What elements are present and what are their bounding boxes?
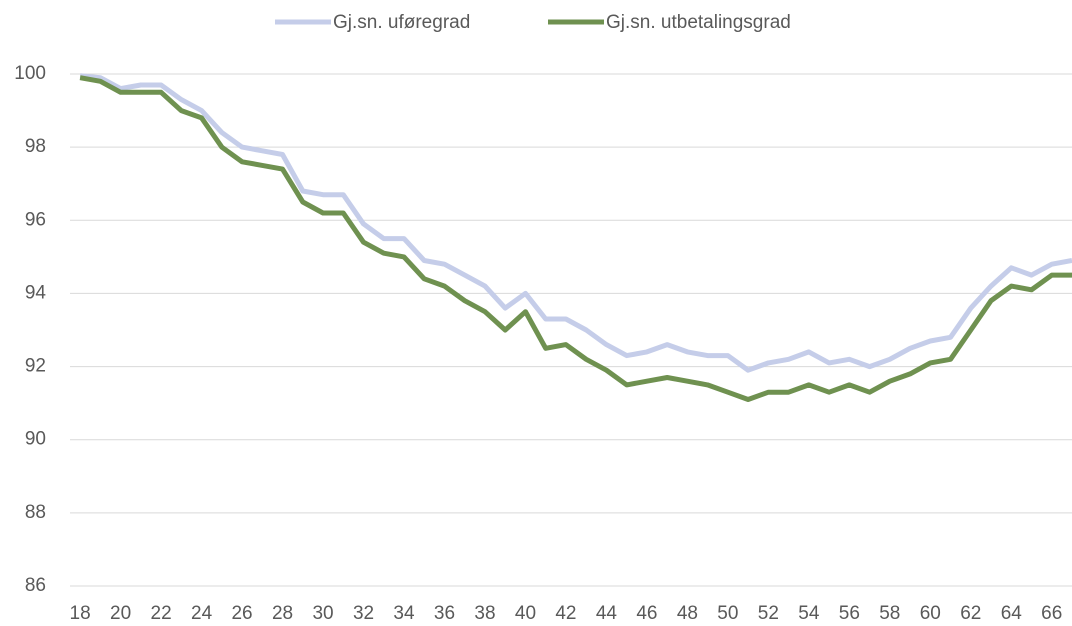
y-tick-label: 86	[25, 575, 46, 596]
x-tick-label: 62	[960, 603, 981, 624]
x-tick-label: 26	[231, 603, 252, 624]
x-tick-label: 46	[636, 603, 657, 624]
x-tick-label: 66	[1041, 603, 1062, 624]
y-tick-label: 98	[25, 136, 46, 157]
x-tick-label: 44	[596, 603, 618, 624]
x-tick-label: 36	[434, 603, 455, 624]
y-tick-label: 88	[25, 502, 46, 523]
x-tick-label: 18	[70, 603, 91, 624]
x-tick-label: 56	[839, 603, 860, 624]
y-tick-label: 92	[25, 356, 46, 377]
legend-label: Gj.sn. utbetalingsgrad	[606, 12, 791, 33]
x-tick-label: 42	[555, 603, 576, 624]
x-tick-label: 52	[758, 603, 779, 624]
legend-label: Gj.sn. uføregrad	[333, 12, 470, 33]
y-tick-label: 100	[14, 63, 46, 84]
x-tick-label: 38	[474, 603, 495, 624]
series-line	[79, 75, 1072, 402]
x-tick-label: 50	[717, 603, 738, 624]
x-tick-label: 34	[393, 603, 415, 624]
x-tick-label: 20	[110, 603, 131, 624]
x-tick-label: 48	[677, 603, 698, 624]
x-tick-label: 60	[920, 603, 941, 624]
x-tick-label: 22	[151, 603, 172, 624]
x-tick-label: 32	[353, 603, 374, 624]
x-tick-label: 54	[798, 603, 820, 624]
y-tick-label: 90	[25, 429, 46, 450]
y-tick-label: 94	[25, 282, 47, 303]
x-tick-label: 58	[879, 603, 900, 624]
x-tick-label: 40	[515, 603, 536, 624]
y-tick-label: 96	[25, 209, 46, 230]
x-tick-label: 24	[191, 603, 213, 624]
x-tick-label: 28	[272, 603, 293, 624]
x-tick-label: 64	[1001, 603, 1023, 624]
series-line	[79, 73, 1072, 373]
x-tick-label: 30	[312, 603, 333, 624]
